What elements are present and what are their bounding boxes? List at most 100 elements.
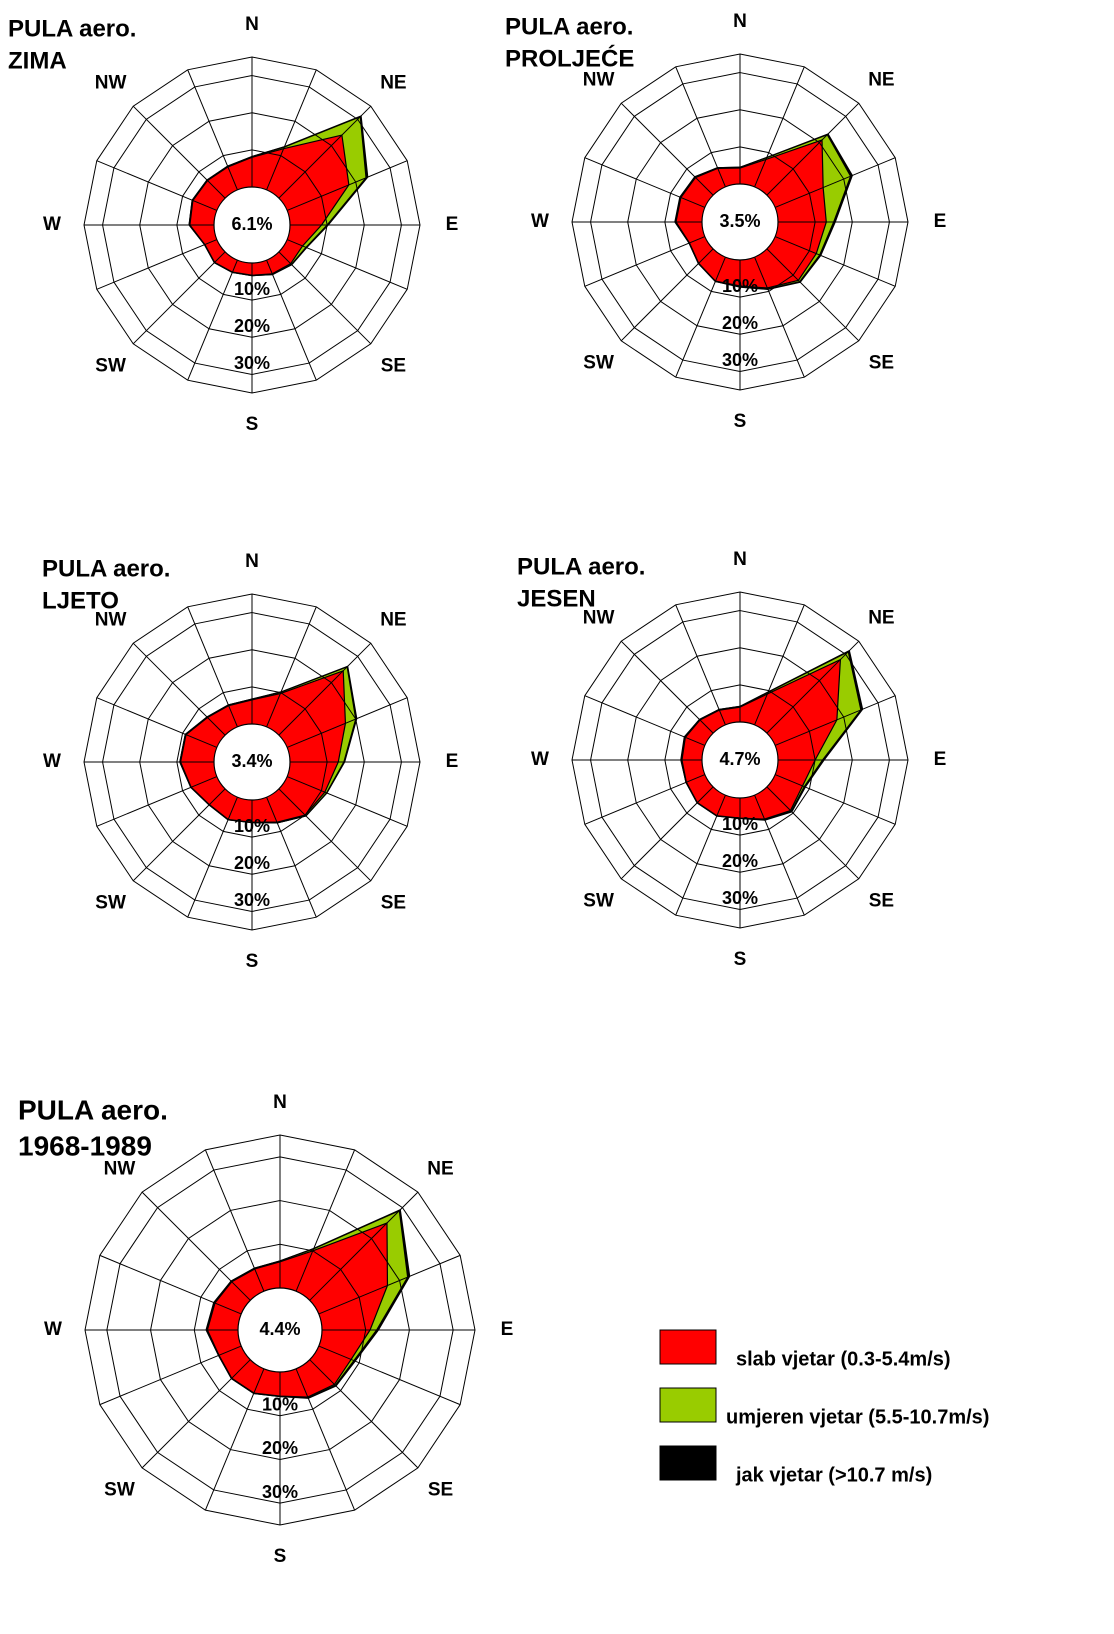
spoke [266,796,317,918]
spoke [675,794,726,916]
spoke [99,1345,242,1406]
spoke [766,102,860,196]
spoke [620,102,714,196]
spoke [309,1191,419,1301]
direction-label: SE [869,352,894,373]
spoke [766,248,860,342]
r-tick-label: 20% [234,853,270,873]
spoke [96,697,218,748]
spoke [584,695,706,746]
spoke [584,774,706,825]
direction-label: S [734,411,747,432]
spoke [675,66,726,188]
spoke [132,105,226,199]
spoke [187,606,238,728]
spoke [187,69,238,191]
spoke [620,248,714,342]
r-tick-label: 20% [262,1438,298,1458]
direction-label: SE [869,890,894,911]
direction-label: E [934,211,947,232]
r-tick-label: 20% [722,851,758,871]
direction-label: SE [428,1480,453,1501]
direction-label: NW [95,73,127,94]
spoke [141,1191,251,1301]
spoke [295,1368,356,1511]
spoke [620,786,714,880]
spoke [766,640,860,734]
spoke [266,69,317,191]
r-tick-label: 30% [722,350,758,370]
wind-rose: 3.4% 10% 20% 30% N NE E SE S SW W NW PULA aero. LJETO [42,551,458,972]
r-tick-label: 10% [722,814,758,834]
direction-label: S [734,949,747,970]
direction-label: NW [583,608,615,629]
chart-title: PULA aero. [18,1094,168,1125]
r-tick-label: 10% [234,279,270,299]
spoke [204,1149,265,1292]
direction-label: N [733,11,747,32]
calm-label: 3.4% [231,751,272,771]
spoke [318,1254,461,1315]
direction-label: SE [381,355,406,376]
r-tick-label: 20% [234,316,270,336]
spoke [99,1254,242,1315]
chart-title: PULA aero. [517,553,645,580]
direction-label: SE [381,892,406,913]
direction-label: NW [583,70,615,91]
direction-label: W [44,1319,62,1340]
spoke [278,788,372,882]
direction-label: W [531,749,549,770]
direction-label: NE [868,70,894,91]
spoke [286,697,408,748]
calm-circle [701,183,779,261]
spoke [675,256,726,378]
spoke [266,259,317,381]
spoke [96,239,218,290]
spoke [766,786,860,880]
wind-rose: 6.1% 10% 20% 30% N NE E SE S SW W NW PULA aero. ZIMA [8,14,458,435]
direction-label: NE [868,608,894,629]
r-tick-label: 10% [262,1394,298,1414]
r-tick-label: 10% [234,816,270,836]
direction-label: W [531,211,549,232]
spoke [96,160,218,211]
legend-label: umjeren vjetar (5.5-10.7m/s) [726,1406,989,1428]
legend-label: slab vjetar (0.3-5.4m/s) [736,1348,951,1370]
spoke [286,776,408,827]
direction-label: N [733,549,747,570]
r-tick-label: 30% [234,353,270,373]
direction-label: W [43,751,61,772]
calm-label: 4.4% [259,1319,300,1339]
spoke [286,239,408,290]
legend-label: jak vjetar (>10.7 m/s) [735,1464,932,1486]
r-tick-label: 30% [722,888,758,908]
spoke [318,1345,461,1406]
direction-label: SW [104,1480,135,1501]
spoke [675,604,726,726]
spoke [774,774,896,825]
r-tick-label: 10% [722,276,758,296]
chart-subtitle: PROLJEĆE [505,44,634,72]
spoke [141,1359,251,1469]
wind-rose: 4.7% 10% 20% 30% N NE E SE S SW W NW PULA aero. JESEN [517,549,946,970]
direction-label: W [43,214,61,235]
chart-subtitle: LJETO [42,587,119,614]
calm-circle [701,721,779,799]
spoke [774,157,896,208]
direction-label: NW [104,1159,136,1180]
direction-label: E [934,749,947,770]
direction-label: SW [95,355,126,376]
spoke [584,157,706,208]
calm-label: 6.1% [231,214,272,234]
direction-label: NE [380,73,406,94]
spoke [286,160,408,211]
spoke [774,695,896,746]
spoke [309,1359,419,1469]
chart-title: PULA aero. [505,13,633,40]
spoke [620,640,714,734]
spoke [204,1368,265,1511]
spoke [132,788,226,882]
direction-label: S [274,1546,287,1567]
wind-rose: 3.5% 10% 20% 30% N NE E SE S SW W NW PULA aero. PROLJ… [505,11,946,432]
